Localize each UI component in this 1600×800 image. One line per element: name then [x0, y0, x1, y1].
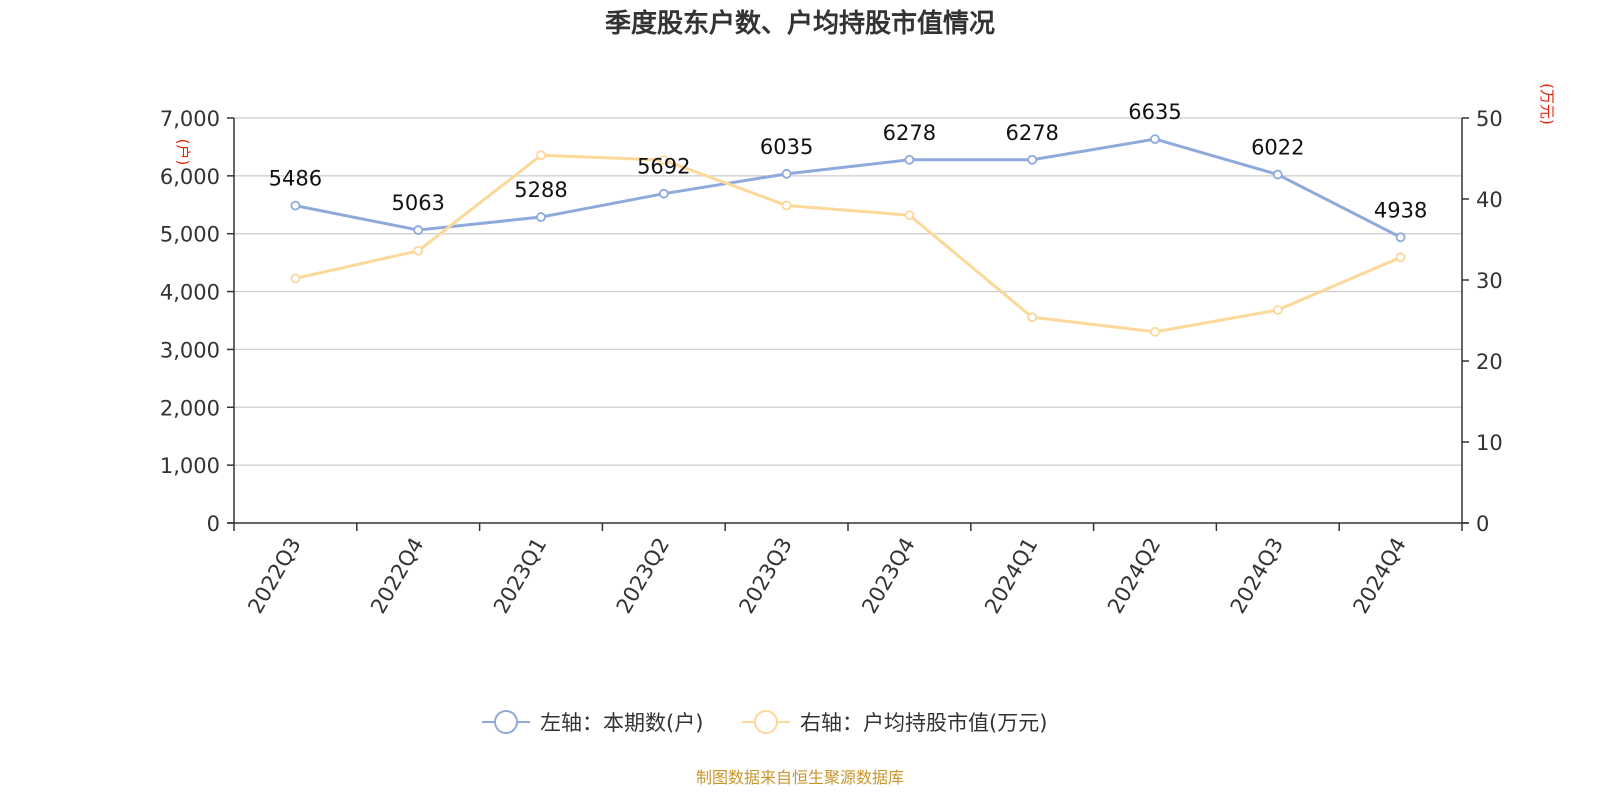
y-left-unit: (户) [174, 139, 192, 166]
x-tick-label: 2024Q3 [1226, 534, 1288, 618]
y-left-tick-label: 4,000 [160, 281, 220, 305]
data-label: 4938 [1374, 198, 1427, 222]
y-left-tick-label: 1,000 [160, 454, 220, 478]
x-tick-label: 2022Q3 [243, 534, 305, 618]
series-2-point [536, 150, 546, 161]
data-label: 5063 [391, 191, 444, 215]
x-tick-label: 2023Q2 [612, 534, 674, 618]
y-left-tick-label: 5,000 [160, 223, 220, 247]
series-1-point [1150, 134, 1160, 145]
x-tick-label: 2023Q3 [734, 534, 796, 618]
y-left-tick-label: 0 [207, 512, 220, 536]
series-2-point [1395, 252, 1406, 263]
x-tick-label: 2023Q4 [857, 534, 919, 618]
data-label: 6022 [1251, 136, 1304, 160]
series-1-point [1272, 169, 1283, 180]
series-2-point [658, 155, 669, 166]
legend-swatch-marker [494, 710, 518, 734]
y-left-tick-label: 3,000 [160, 338, 220, 362]
y-axis-left: 0 1,000 2,000 3,000 4,000 5,000 6,000 7,000 (户) [160, 107, 234, 536]
x-tick-label: 2024Q4 [1348, 534, 1410, 618]
legend[interactable]: 左轴：本期数(户) 右轴：户均持股市值(万元) [482, 710, 1047, 735]
legend-label: 左轴：本期数(户) [540, 711, 703, 735]
x-tick-label: 2023Q1 [489, 534, 551, 618]
y-right-tick-label: 20 [1476, 350, 1503, 374]
series-line-2 [295, 153, 1402, 334]
series-1-point [1395, 232, 1406, 243]
y-right-tick-label: 40 [1476, 188, 1503, 212]
series-2-point [1272, 305, 1283, 315]
series-2-point [904, 210, 915, 221]
series-1-point [290, 200, 301, 211]
series-1-point [413, 225, 424, 235]
data-label: 5486 [269, 167, 322, 191]
series-2-point [1027, 312, 1038, 323]
legend-item-2[interactable]: 右轴：户均持股市值(万元) [742, 710, 1047, 735]
data-label: 6278 [1005, 121, 1058, 145]
data-label: 6278 [883, 121, 936, 145]
series-1-point [536, 212, 546, 222]
y-right-tick-label: 10 [1476, 431, 1503, 455]
data-label: 6035 [760, 135, 813, 159]
x-axis: 2022Q3 2022Q4 2023Q1 2023Q2 2023Q3 2023Q4 2024… [233, 523, 1463, 618]
y-axis-right: 0 10 20 30 40 50 (万元) [1462, 83, 1556, 536]
x-tick-label: 2022Q4 [366, 534, 428, 618]
y-right-tick-label: 0 [1476, 512, 1489, 536]
y-left-tick-label: 7,000 [160, 107, 220, 131]
series-line-1 [295, 137, 1402, 239]
series-2-point [1150, 326, 1160, 337]
y-right-tick-label: 30 [1476, 269, 1503, 293]
x-tick-label: 2024Q1 [980, 534, 1042, 618]
series-1-point [1027, 154, 1038, 165]
source-note: 制图数据来自恒生聚源数据库 [696, 768, 904, 787]
series-2-point [781, 200, 792, 211]
data-label: 6635 [1128, 100, 1181, 124]
y-right-tick-label: 50 [1476, 107, 1503, 131]
legend-item-1[interactable]: 左轴：本期数(户) [482, 710, 703, 735]
y-left-tick-label: 6,000 [160, 165, 220, 189]
data-labels: 5486 5063 5288 5692 6035 6278 6278 6635 6022 4938 [269, 100, 1428, 222]
series-2-point [413, 245, 424, 256]
series-1-point [658, 188, 669, 199]
data-label: 5288 [514, 178, 567, 202]
series-1-point [904, 154, 915, 165]
legend-label: 右轴：户均持股市值(万元) [800, 711, 1047, 735]
x-tick-label: 2024Q2 [1103, 534, 1165, 618]
series-2-point [290, 273, 301, 284]
y-right-unit: (万元) [1538, 83, 1556, 125]
data-label: 5692 [637, 155, 690, 179]
y-left-tick-label: 2,000 [160, 396, 220, 420]
chart-title: 季度股东户数、户均持股市值情况 [605, 8, 995, 39]
series-group [290, 134, 1406, 337]
series-1-point [781, 168, 792, 179]
legend-swatch-marker [754, 710, 778, 734]
